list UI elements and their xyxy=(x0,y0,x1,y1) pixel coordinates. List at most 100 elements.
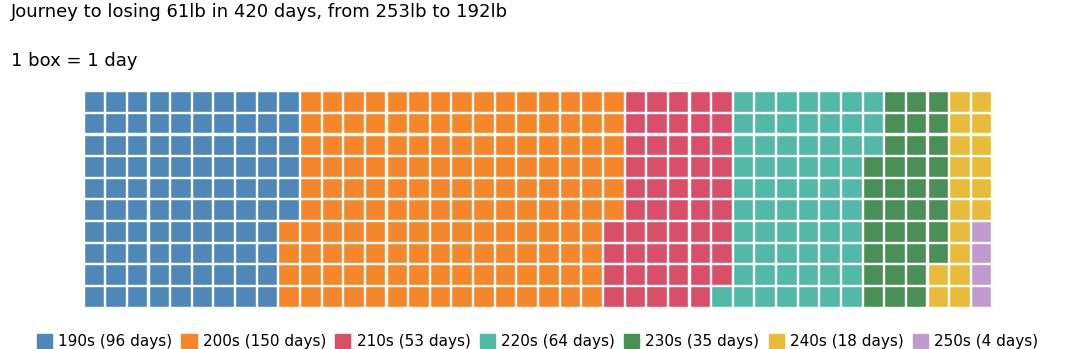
FancyBboxPatch shape xyxy=(582,221,602,242)
FancyBboxPatch shape xyxy=(906,200,927,220)
FancyBboxPatch shape xyxy=(343,200,363,220)
FancyBboxPatch shape xyxy=(906,113,927,133)
FancyBboxPatch shape xyxy=(364,243,386,263)
FancyBboxPatch shape xyxy=(755,91,775,112)
FancyBboxPatch shape xyxy=(560,113,581,133)
FancyBboxPatch shape xyxy=(430,221,450,242)
FancyBboxPatch shape xyxy=(408,243,429,263)
FancyBboxPatch shape xyxy=(235,113,256,133)
FancyBboxPatch shape xyxy=(105,200,126,220)
FancyBboxPatch shape xyxy=(387,286,407,306)
FancyBboxPatch shape xyxy=(776,135,797,155)
FancyBboxPatch shape xyxy=(430,243,450,263)
FancyBboxPatch shape xyxy=(776,243,797,263)
FancyBboxPatch shape xyxy=(906,221,927,242)
FancyBboxPatch shape xyxy=(278,156,299,177)
FancyBboxPatch shape xyxy=(84,156,104,177)
FancyBboxPatch shape xyxy=(733,113,754,133)
FancyBboxPatch shape xyxy=(841,221,861,242)
FancyBboxPatch shape xyxy=(516,221,536,242)
FancyBboxPatch shape xyxy=(343,178,363,198)
FancyBboxPatch shape xyxy=(387,113,407,133)
FancyBboxPatch shape xyxy=(668,221,688,242)
FancyBboxPatch shape xyxy=(408,113,429,133)
FancyBboxPatch shape xyxy=(928,243,948,263)
FancyBboxPatch shape xyxy=(430,200,450,220)
FancyBboxPatch shape xyxy=(387,265,407,285)
FancyBboxPatch shape xyxy=(755,135,775,155)
FancyBboxPatch shape xyxy=(408,286,429,306)
FancyBboxPatch shape xyxy=(755,178,775,198)
FancyBboxPatch shape xyxy=(603,286,624,306)
FancyBboxPatch shape xyxy=(257,200,277,220)
FancyBboxPatch shape xyxy=(321,243,342,263)
FancyBboxPatch shape xyxy=(625,286,645,306)
FancyBboxPatch shape xyxy=(560,221,581,242)
FancyBboxPatch shape xyxy=(452,178,472,198)
FancyBboxPatch shape xyxy=(452,243,472,263)
FancyBboxPatch shape xyxy=(885,286,905,306)
FancyBboxPatch shape xyxy=(321,135,342,155)
FancyBboxPatch shape xyxy=(321,265,342,285)
FancyBboxPatch shape xyxy=(712,135,732,155)
FancyBboxPatch shape xyxy=(191,91,213,112)
FancyBboxPatch shape xyxy=(105,178,126,198)
FancyBboxPatch shape xyxy=(539,286,559,306)
FancyBboxPatch shape xyxy=(949,178,970,198)
FancyBboxPatch shape xyxy=(862,156,884,177)
FancyBboxPatch shape xyxy=(191,113,213,133)
FancyBboxPatch shape xyxy=(733,156,754,177)
FancyBboxPatch shape xyxy=(560,135,581,155)
FancyBboxPatch shape xyxy=(906,156,927,177)
FancyBboxPatch shape xyxy=(539,200,559,220)
FancyBboxPatch shape xyxy=(473,113,493,133)
FancyBboxPatch shape xyxy=(494,286,515,306)
FancyBboxPatch shape xyxy=(452,265,472,285)
FancyBboxPatch shape xyxy=(625,200,645,220)
FancyBboxPatch shape xyxy=(321,221,342,242)
FancyBboxPatch shape xyxy=(949,156,970,177)
FancyBboxPatch shape xyxy=(494,221,515,242)
FancyBboxPatch shape xyxy=(689,178,711,198)
FancyBboxPatch shape xyxy=(235,243,256,263)
FancyBboxPatch shape xyxy=(885,265,905,285)
FancyBboxPatch shape xyxy=(214,243,234,263)
FancyBboxPatch shape xyxy=(539,91,559,112)
FancyBboxPatch shape xyxy=(776,221,797,242)
FancyBboxPatch shape xyxy=(452,221,472,242)
FancyBboxPatch shape xyxy=(539,221,559,242)
FancyBboxPatch shape xyxy=(364,156,386,177)
FancyBboxPatch shape xyxy=(755,200,775,220)
FancyBboxPatch shape xyxy=(862,286,884,306)
FancyBboxPatch shape xyxy=(755,286,775,306)
FancyBboxPatch shape xyxy=(214,135,234,155)
FancyBboxPatch shape xyxy=(819,286,840,306)
FancyBboxPatch shape xyxy=(689,243,711,263)
FancyBboxPatch shape xyxy=(170,113,190,133)
FancyBboxPatch shape xyxy=(127,178,147,198)
FancyBboxPatch shape xyxy=(300,286,320,306)
FancyBboxPatch shape xyxy=(257,113,277,133)
FancyBboxPatch shape xyxy=(560,178,581,198)
FancyBboxPatch shape xyxy=(257,135,277,155)
FancyBboxPatch shape xyxy=(603,221,624,242)
FancyBboxPatch shape xyxy=(364,113,386,133)
FancyBboxPatch shape xyxy=(148,178,169,198)
FancyBboxPatch shape xyxy=(170,221,190,242)
FancyBboxPatch shape xyxy=(582,265,602,285)
FancyBboxPatch shape xyxy=(278,135,299,155)
FancyBboxPatch shape xyxy=(473,135,493,155)
FancyBboxPatch shape xyxy=(733,200,754,220)
FancyBboxPatch shape xyxy=(560,200,581,220)
FancyBboxPatch shape xyxy=(712,265,732,285)
FancyBboxPatch shape xyxy=(689,265,711,285)
FancyBboxPatch shape xyxy=(885,156,905,177)
FancyBboxPatch shape xyxy=(84,265,104,285)
FancyBboxPatch shape xyxy=(755,156,775,177)
FancyBboxPatch shape xyxy=(776,156,797,177)
FancyBboxPatch shape xyxy=(430,265,450,285)
FancyBboxPatch shape xyxy=(235,265,256,285)
FancyBboxPatch shape xyxy=(841,200,861,220)
FancyBboxPatch shape xyxy=(603,135,624,155)
FancyBboxPatch shape xyxy=(516,286,536,306)
